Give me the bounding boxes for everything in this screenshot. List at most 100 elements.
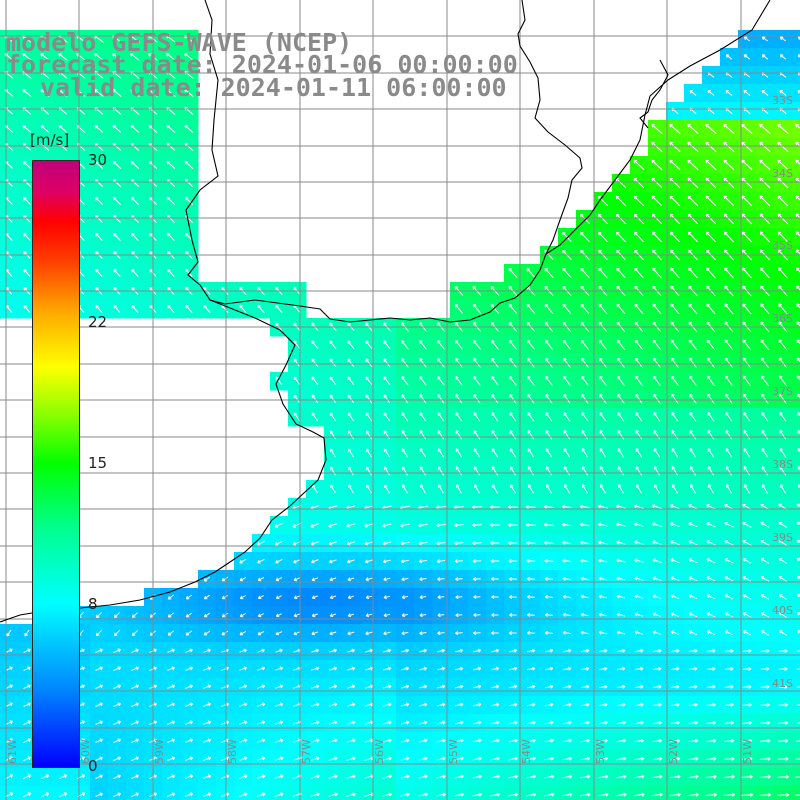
- wind-cell: [360, 786, 379, 800]
- wind-arrow: [581, 484, 588, 494]
- wind-arrow: [131, 720, 140, 725]
- wind-arrow: [274, 540, 284, 546]
- wind-arrow: [545, 466, 553, 476]
- wind-arrow: [724, 504, 734, 510]
- wind-arrow: [238, 720, 248, 725]
- wind-arrow: [706, 702, 716, 707]
- wind-arrow: [705, 774, 717, 779]
- wind-arrow: [796, 339, 800, 345]
- wind-arrow: [40, 792, 50, 798]
- wind-arrow: [220, 792, 230, 797]
- wind-arrow: [130, 196, 139, 205]
- wind-arrow: [328, 684, 338, 689]
- wind-arrow: [418, 720, 428, 725]
- wind-arrow: [293, 559, 301, 564]
- wind-arrow: [490, 684, 500, 689]
- wind-arrow: [437, 613, 445, 618]
- wind-arrow: [112, 89, 122, 97]
- wind-arrow: [185, 648, 193, 653]
- title-forecast-date: forecast date: 2024-01-06 00:00:00: [6, 50, 518, 79]
- wind-arrow: [473, 358, 481, 368]
- wind-arrow: [705, 195, 717, 207]
- wind-arrow: [437, 484, 444, 494]
- wind-arrow: [616, 648, 626, 653]
- wind-arrow: [778, 539, 788, 547]
- wind-arrow: [472, 684, 482, 689]
- wind-arrow: [707, 448, 715, 458]
- wind-arrow: [256, 540, 265, 546]
- wind-arrow: [688, 357, 698, 369]
- wind-arrow: [797, 90, 800, 94]
- wind-arrow: [365, 577, 373, 582]
- wind-arrow: [635, 375, 643, 387]
- wind-arrow: [759, 195, 771, 207]
- wind-arrow: [796, 303, 800, 309]
- wind-arrow: [687, 231, 698, 243]
- wind-arrow: [329, 394, 337, 404]
- wind-arrow: [759, 123, 771, 134]
- wind-arrow: [669, 123, 681, 134]
- wind-arrow: [742, 612, 752, 618]
- wind-arrow: [796, 704, 800, 706]
- wind-arrow: [95, 738, 103, 743]
- wind-arrow: [689, 393, 697, 405]
- wind-arrow: [759, 159, 771, 171]
- wind-arrow: [724, 357, 734, 369]
- wind-arrow: [275, 684, 284, 689]
- wind-arrow: [580, 303, 590, 315]
- wind-arrow: [5, 738, 14, 744]
- wind-arrow: [616, 612, 626, 617]
- wind-arrow: [724, 522, 734, 528]
- wind-arrow: [652, 339, 662, 351]
- wind-arrow: [742, 594, 752, 600]
- wind-arrow: [633, 177, 645, 189]
- wind-arrow: [563, 484, 570, 494]
- wind-arrow: [706, 303, 716, 315]
- wind-arrow: [346, 684, 356, 689]
- wind-arrow: [401, 666, 410, 671]
- wind-arrow: [257, 595, 264, 600]
- wind-cell: [792, 714, 800, 733]
- wind-arrow: [275, 304, 283, 314]
- brazil-coast: [545, 0, 771, 255]
- wind-arrow: [275, 577, 283, 582]
- wind-arrow: [705, 123, 717, 134]
- wind-arrow: [742, 558, 752, 564]
- wind-arrow: [329, 430, 337, 440]
- wind-arrow: [597, 195, 609, 207]
- wind-arrow: [653, 430, 661, 440]
- wind-arrow: [365, 648, 373, 653]
- wind-arrow: [544, 756, 554, 761]
- wind-arrow: [239, 595, 246, 600]
- wind-arrow: [508, 756, 518, 761]
- wind-arrow: [724, 738, 735, 743]
- wind-arrow: [563, 393, 571, 404]
- wind-arrow: [705, 792, 717, 797]
- wind-arrow: [491, 430, 499, 440]
- wind-arrow: [651, 213, 663, 225]
- wind-arrow: [346, 738, 356, 743]
- wind-arrow: [437, 666, 446, 671]
- wind-arrow: [491, 594, 499, 600]
- wind-arrow: [778, 339, 788, 351]
- wind-arrow: [131, 702, 140, 707]
- wind-arrow: [778, 576, 788, 582]
- wind-arrow: [597, 522, 608, 527]
- wind-arrow: [743, 90, 751, 96]
- wind-arrow: [562, 738, 572, 743]
- wind-arrow: [166, 160, 176, 169]
- wind-arrow: [526, 774, 537, 779]
- wind-arrow: [707, 375, 715, 387]
- wind-arrow: [402, 484, 408, 494]
- wind-arrow: [779, 90, 787, 96]
- wind-arrow: [509, 466, 517, 476]
- wind-arrow: [22, 125, 32, 133]
- wind-cell: [648, 786, 667, 800]
- wind-arrow: [598, 756, 609, 761]
- wind-arrow: [580, 339, 589, 351]
- wind-arrow: [616, 630, 626, 635]
- wind-arrow: [795, 249, 800, 255]
- wind-arrow: [347, 666, 356, 671]
- wind-arrow: [652, 540, 662, 545]
- wind-arrow: [508, 702, 518, 707]
